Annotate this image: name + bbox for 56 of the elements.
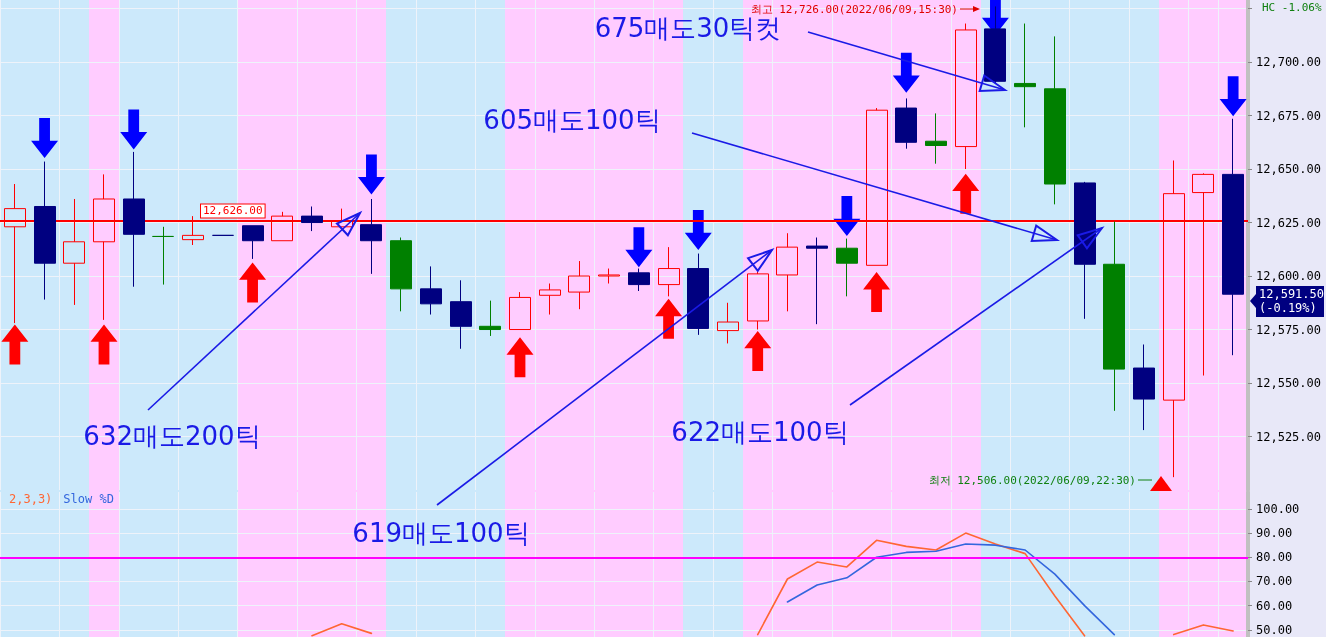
text: Slow %D xyxy=(63,492,114,506)
candlestick xyxy=(242,225,264,260)
annotation: 605매도100틱 xyxy=(483,105,661,135)
candlestick xyxy=(1103,220,1125,412)
candlestick xyxy=(123,151,145,288)
candlestick xyxy=(1014,23,1036,128)
candlestick xyxy=(509,291,531,331)
candlestick xyxy=(1133,344,1155,431)
candlestick xyxy=(717,302,739,344)
y-tick-label: 12,625.00 xyxy=(1256,215,1322,230)
candlestick xyxy=(895,97,917,150)
y-tick-label: 90.00 xyxy=(1256,526,1293,541)
annotation: 632매도200틱 xyxy=(83,421,261,451)
candlestick xyxy=(836,238,858,297)
candlestick xyxy=(152,226,174,286)
candlestick xyxy=(687,253,709,336)
candlestick xyxy=(598,268,620,285)
candlestick xyxy=(479,300,501,337)
text: HC -1.06% xyxy=(1262,0,1322,14)
candlestick xyxy=(1044,35,1066,205)
y-tick-label: 12,600.00 xyxy=(1256,269,1322,284)
candlestick xyxy=(806,237,828,325)
y-tick-label: 12,575.00 xyxy=(1256,322,1322,337)
candlestick xyxy=(450,279,472,350)
y-tick-label: 12,700.00 xyxy=(1256,55,1322,70)
y-tick-label: 12,675.00 xyxy=(1256,108,1322,123)
candlestick xyxy=(776,232,798,312)
y-tick-label: 100.00 xyxy=(1256,501,1300,516)
ref-line-label: 12,626.00 xyxy=(203,204,263,218)
y-tick-label: 70.00 xyxy=(1256,574,1293,589)
candlestick xyxy=(1074,181,1096,320)
candlestick xyxy=(539,283,561,316)
line-series xyxy=(786,543,1116,636)
annotation: 최고 12,726.00(2022/06/09,15:30) xyxy=(750,2,958,16)
annotation: 619매도100틱 xyxy=(352,518,530,548)
text: 12,591.50 (-0.19%) xyxy=(1259,287,1325,315)
annotation: 최저 12,506.00(2022/06/09,22:30) xyxy=(928,473,1136,487)
y-tick-label: 50.00 xyxy=(1256,622,1293,637)
y-tick-label: 80.00 xyxy=(1256,550,1293,565)
annotation: 622매도100틱 xyxy=(671,417,849,447)
candlestick xyxy=(984,5,1006,84)
y-tick-label: 60.00 xyxy=(1256,598,1293,613)
candlestick xyxy=(1222,118,1244,356)
text: 2,3,3) xyxy=(9,492,53,506)
candlestick xyxy=(34,161,56,301)
y-tick-label: 12,525.00 xyxy=(1256,429,1322,444)
y-tick-label: 12,650.00 xyxy=(1256,162,1322,177)
candlestick xyxy=(390,237,412,312)
candlestick xyxy=(628,268,650,292)
candlestick xyxy=(658,246,680,297)
candlestick xyxy=(420,265,442,316)
candlestick xyxy=(360,198,382,275)
candlestick xyxy=(925,112,947,165)
candlestick xyxy=(301,205,323,232)
y-tick-label: 12,550.00 xyxy=(1256,376,1322,391)
candlestick xyxy=(955,23,977,170)
